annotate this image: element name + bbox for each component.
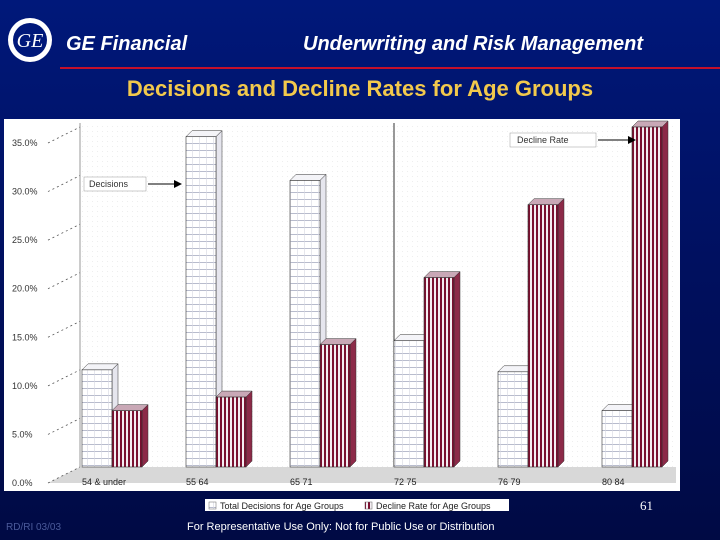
y-tick-label: 15.0% [12, 332, 38, 342]
legend-swatch-decline-rate [364, 501, 373, 510]
section-title: Underwriting and Risk Management [303, 33, 644, 55]
x-tick-label: 55 64 [186, 477, 209, 487]
ge-logo-text: GE [17, 30, 44, 52]
decline-rate-annotation: Decline Rate [517, 135, 569, 145]
decline-rate-bar [111, 404, 149, 468]
y-gridline [47, 175, 81, 192]
y-tick-label: 25.0% [12, 235, 38, 245]
page-number: 61 [640, 498, 653, 513]
y-tick-label: 0.0% [12, 478, 33, 488]
y-gridline [47, 272, 81, 290]
footer-code: RD/RI 03/03 [6, 522, 62, 533]
header-divider [60, 67, 720, 69]
legend-swatch-decisions [208, 501, 217, 510]
decisions-arrow-head [174, 180, 182, 188]
disclaimer: For Representative Use Only: Not for Pub… [187, 521, 495, 533]
y-gridline [47, 466, 81, 484]
decline-rate-bar [215, 390, 253, 468]
decline-rate-bar [319, 337, 357, 468]
y-gridline [47, 126, 81, 144]
decline-rate-arrow-head [628, 136, 636, 144]
brand-name: GE Financial [66, 33, 188, 55]
y-gridline [47, 320, 81, 338]
y-gridline [47, 369, 81, 387]
chart-area: 0.0% 5.0% 10.0% 15.0% 20.0% 25.0% 30.0% 35.0% 54… [0, 119, 720, 529]
legend-decisions: Total Decisions for Age Groups [220, 501, 344, 511]
chart-floor [48, 467, 676, 483]
y-tick-label: 5.0% [12, 429, 33, 439]
decisions-bar [185, 130, 223, 468]
y-gridline [47, 223, 81, 241]
legend-decline-rate: Decline Rate for Age Groups [376, 501, 491, 511]
slide-title: Decisions and Decline Rates for Age Grou… [126, 76, 594, 101]
decisions-bar [289, 173, 327, 468]
x-tick-label: 54 & under [82, 477, 126, 487]
ge-logo-icon: GE [6, 16, 54, 64]
chart-back-wall [80, 123, 676, 467]
decline-rate-chart: 0.0% 5.0% 10.0% 15.0% 20.0% 25.0% 30.0% 35.0% 54… [4, 119, 680, 511]
x-tick-label: 76 79 [498, 477, 521, 487]
decline-rate-bar [631, 120, 669, 468]
chart-legend [205, 499, 509, 511]
y-tick-label: 35.0% [12, 138, 38, 148]
y-gridline [47, 418, 81, 435]
x-tick-label: 80 84 [602, 477, 625, 487]
y-tick-label: 20.0% [12, 284, 38, 294]
y-tick-label: 30.0% [12, 187, 38, 197]
decisions-annotation: Decisions [89, 179, 129, 189]
x-tick-label: 65 71 [290, 477, 313, 487]
x-tick-label: 72 75 [394, 477, 417, 487]
y-tick-label: 10.0% [12, 381, 38, 391]
decline-rate-bar [423, 270, 461, 468]
decline-rate-bar [527, 198, 565, 468]
